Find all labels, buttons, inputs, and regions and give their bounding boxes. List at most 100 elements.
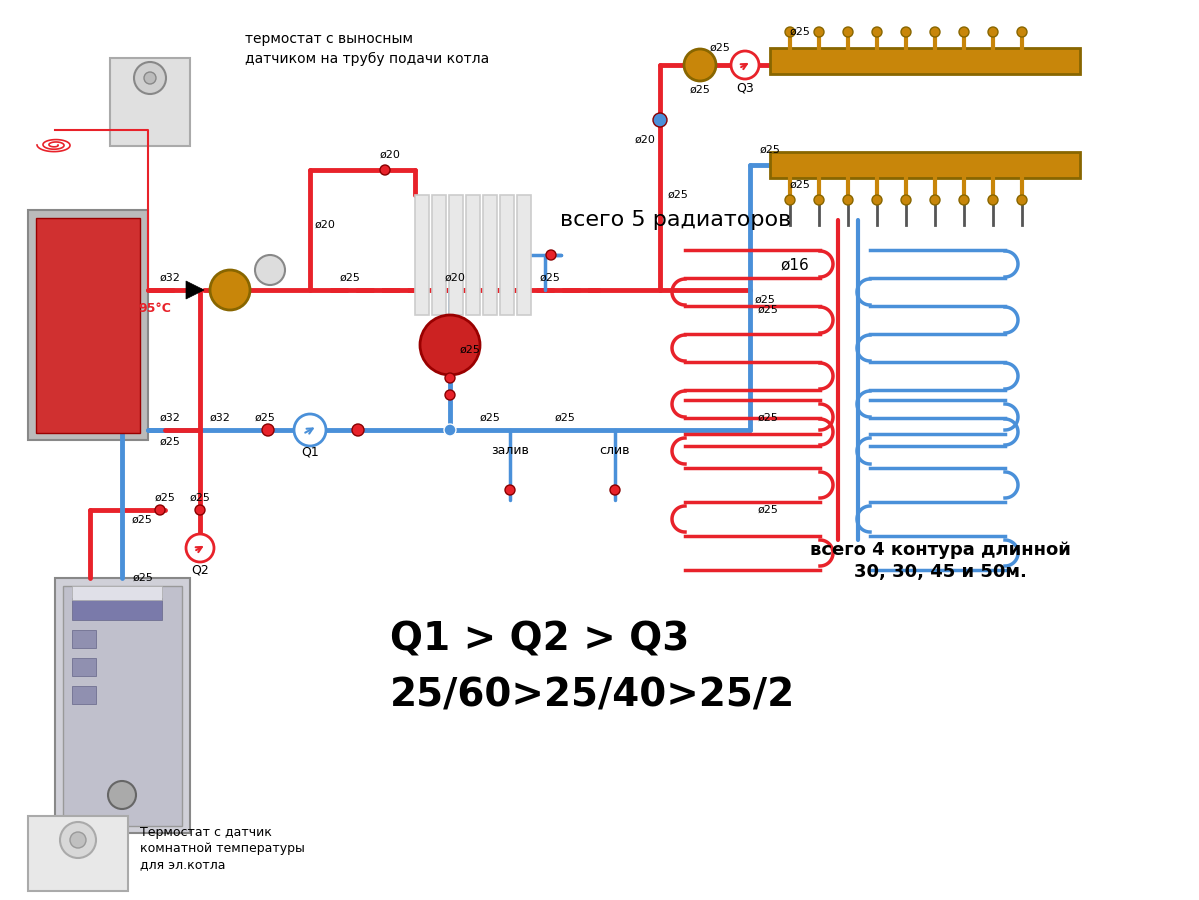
- Circle shape: [380, 165, 390, 175]
- Circle shape: [108, 781, 135, 809]
- Circle shape: [814, 27, 824, 37]
- Circle shape: [988, 27, 998, 37]
- Bar: [415, 195, 429, 315]
- Circle shape: [255, 255, 285, 285]
- Circle shape: [445, 390, 454, 400]
- Text: Q1: Q1: [301, 446, 319, 458]
- Circle shape: [134, 62, 165, 94]
- Text: всего 5 радиаторов: всего 5 радиаторов: [560, 210, 791, 230]
- Bar: [55, 578, 189, 833]
- Text: для эл.котла: для эл.котла: [140, 858, 225, 871]
- Text: ø25: ø25: [133, 573, 153, 583]
- Circle shape: [144, 72, 156, 84]
- Text: ø25: ø25: [689, 85, 711, 95]
- Circle shape: [505, 485, 516, 495]
- Bar: [466, 195, 480, 315]
- Text: ø25: ø25: [254, 413, 276, 423]
- Text: ø25: ø25: [159, 437, 180, 447]
- Text: термостат с выносным: термостат с выносным: [245, 32, 412, 46]
- Text: ø25: ø25: [555, 413, 576, 423]
- Bar: [28, 210, 147, 440]
- Bar: [72, 658, 96, 676]
- Text: 95°C: 95°C: [139, 302, 171, 314]
- Circle shape: [683, 49, 716, 81]
- Text: 30, 30, 45 и 50м.: 30, 30, 45 и 50м.: [854, 563, 1026, 581]
- Text: ø25: ø25: [460, 345, 481, 355]
- Circle shape: [610, 485, 620, 495]
- Bar: [36, 218, 140, 433]
- Bar: [500, 195, 514, 315]
- Text: ø20: ø20: [445, 273, 465, 283]
- Text: ø20: ø20: [380, 150, 400, 160]
- Bar: [72, 630, 96, 648]
- Text: ø25: ø25: [668, 190, 689, 200]
- Text: ø25: ø25: [758, 413, 779, 423]
- Text: ø25: ø25: [710, 43, 730, 53]
- Text: ø32: ø32: [159, 413, 180, 423]
- Text: ø25: ø25: [790, 27, 811, 37]
- Text: 25/60>25/40>25/2: 25/60>25/40>25/2: [390, 676, 795, 714]
- Text: ø32: ø32: [210, 413, 230, 423]
- Bar: [72, 686, 96, 704]
- Bar: [64, 586, 182, 826]
- Text: слив: слив: [600, 444, 631, 456]
- Circle shape: [210, 270, 251, 310]
- Text: Q3: Q3: [736, 82, 754, 94]
- Circle shape: [70, 832, 86, 848]
- Text: ø25: ø25: [339, 273, 361, 283]
- Circle shape: [930, 27, 940, 37]
- Circle shape: [546, 250, 556, 260]
- Text: ø25: ø25: [132, 515, 153, 525]
- Text: ø25: ø25: [189, 493, 211, 503]
- Text: ø25: ø25: [760, 145, 781, 155]
- Text: ø25: ø25: [758, 505, 779, 515]
- Circle shape: [900, 27, 911, 37]
- Circle shape: [653, 113, 667, 127]
- Circle shape: [263, 424, 275, 436]
- Circle shape: [731, 51, 759, 79]
- Circle shape: [444, 424, 456, 436]
- Circle shape: [60, 822, 96, 858]
- Circle shape: [420, 315, 480, 375]
- Circle shape: [785, 195, 795, 205]
- Text: ø20: ø20: [634, 135, 656, 145]
- Bar: [72, 586, 162, 600]
- Text: ø25: ø25: [755, 295, 776, 305]
- Circle shape: [195, 505, 205, 515]
- Circle shape: [930, 195, 940, 205]
- Text: комнатной температуры: комнатной температуры: [140, 842, 305, 855]
- Bar: [28, 816, 128, 891]
- Text: залив: залив: [492, 444, 529, 456]
- Bar: [110, 58, 189, 146]
- Circle shape: [155, 505, 165, 515]
- Bar: [517, 195, 531, 315]
- Bar: [770, 48, 1080, 74]
- Text: ø16: ø16: [781, 257, 809, 273]
- Circle shape: [1017, 195, 1028, 205]
- Text: Термостат с датчик: Термостат с датчик: [140, 826, 272, 839]
- Polygon shape: [186, 281, 204, 299]
- Circle shape: [843, 27, 852, 37]
- Circle shape: [814, 195, 824, 205]
- Text: ø25: ø25: [155, 493, 175, 503]
- Circle shape: [959, 27, 969, 37]
- Circle shape: [785, 27, 795, 37]
- Circle shape: [294, 414, 326, 446]
- Circle shape: [959, 195, 969, 205]
- Bar: [770, 152, 1080, 178]
- Text: ø25: ø25: [758, 305, 779, 315]
- Text: Q2: Q2: [191, 563, 209, 577]
- Circle shape: [445, 373, 454, 383]
- Circle shape: [988, 195, 998, 205]
- Circle shape: [900, 195, 911, 205]
- Circle shape: [186, 534, 213, 562]
- Circle shape: [843, 195, 852, 205]
- Circle shape: [1017, 27, 1028, 37]
- Text: ø32: ø32: [159, 273, 180, 283]
- Text: ø20: ø20: [315, 220, 336, 230]
- Bar: [483, 195, 498, 315]
- Text: ø25: ø25: [540, 273, 560, 283]
- Circle shape: [872, 27, 882, 37]
- Text: датчиком на трубу подачи котла: датчиком на трубу подачи котла: [245, 52, 489, 66]
- Bar: [432, 195, 446, 315]
